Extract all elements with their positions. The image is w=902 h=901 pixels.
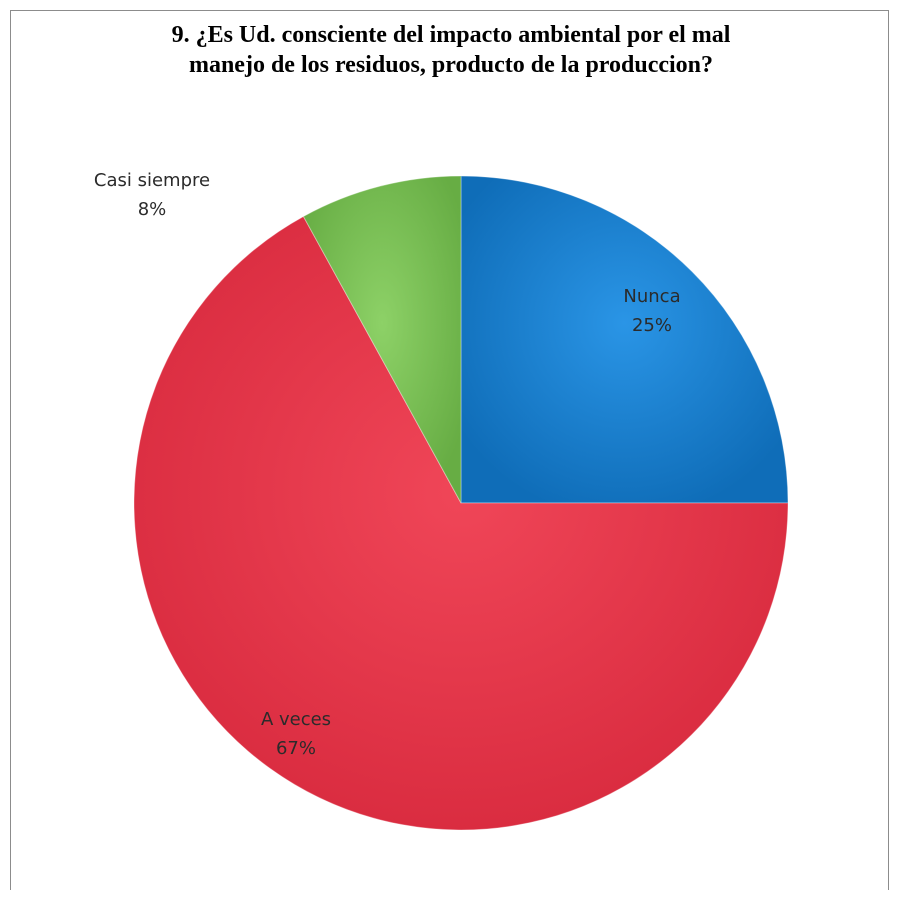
data-label-a-veces-name: A veces <box>261 709 331 730</box>
chart-title-line-1: 9. ¿Es Ud. consciente del impacto ambien… <box>171 22 731 48</box>
data-label-nunca-name: Nunca <box>623 286 680 307</box>
chart-title-line-2: manejo de los residuos, producto de la p… <box>188 52 714 78</box>
chart-title: 9. ¿Es Ud. consciente del impacto ambien… <box>0 20 902 80</box>
pie-slice-a-veces <box>133 215 789 831</box>
data-label-casi-siempre-percent: 8% <box>138 199 167 220</box>
pie-slice-nunca <box>460 175 789 504</box>
data-label-a-veces-percent: 67% <box>276 738 316 759</box>
data-label-nunca-percent: 25% <box>632 315 672 336</box>
data-label-casi-siempre-name: Casi siempre <box>94 170 210 191</box>
pie-slice-casi-siempre <box>302 175 462 504</box>
